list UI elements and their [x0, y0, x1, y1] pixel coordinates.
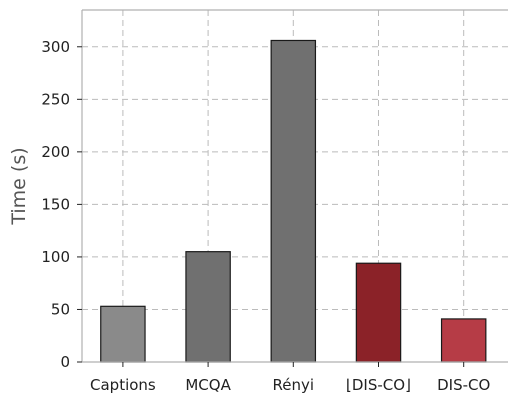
y-tick-label: 150: [41, 195, 70, 213]
y-axis-label: Time (s): [8, 147, 30, 225]
y-tick-label: 0: [60, 353, 70, 371]
bar-5: [440, 318, 487, 363]
axes: [81, 9, 508, 363]
bar-3: [270, 39, 317, 363]
x-tick-label: Captions: [90, 376, 156, 394]
y-tick-label: 250: [41, 90, 70, 108]
bar-1: [100, 305, 146, 363]
x-tick-label: Rényi: [273, 376, 315, 394]
x-tick-label: DIS-CO: [437, 376, 490, 394]
y-tick-label: 50: [51, 300, 70, 318]
y-tick-label: 200: [41, 143, 70, 161]
bars: [100, 39, 487, 363]
bar-4: [355, 262, 402, 363]
x-ticks: Captions MCQA Rényi ⌊DIS-CO⌋ DIS-CO: [90, 362, 490, 394]
x-tick-label: ⌊DIS-CO⌋: [346, 376, 411, 394]
y-ticks: 0 50 100 150 200 250 300: [41, 38, 82, 371]
y-tick-label: 300: [41, 38, 70, 56]
x-tick-label: MCQA: [185, 376, 231, 394]
bar-2: [185, 251, 231, 363]
y-tick-label: 100: [41, 248, 70, 266]
